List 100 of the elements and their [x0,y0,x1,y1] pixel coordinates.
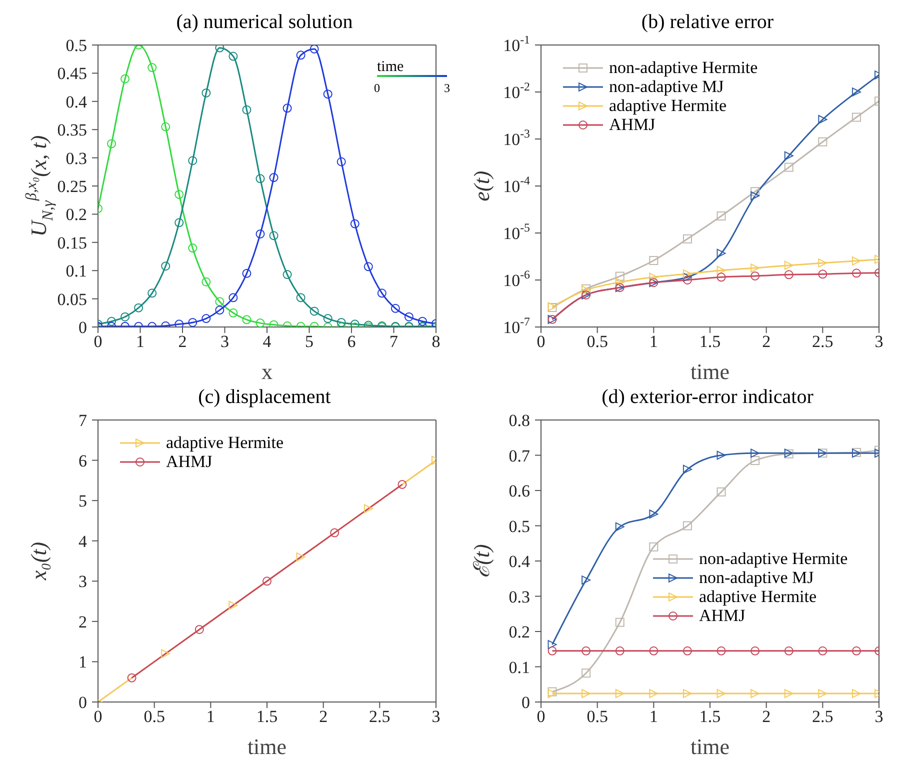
y-tick-label: 0.25 [57,177,87,196]
y-tick-label: 0.8 [508,411,530,430]
point [582,646,591,656]
point [418,316,427,326]
point [716,646,726,656]
x-tick-label: 2 [762,332,771,352]
point [215,306,224,315]
point [818,137,828,146]
x-tick-label: 1 [649,707,658,726]
y-tick-label: 0.2 [508,622,530,642]
x-tick-label: 8 [432,332,440,352]
point [228,52,238,61]
point [582,689,591,698]
point [852,88,861,96]
chart-title: (d) exterior-error indicator [600,385,814,410]
point [649,272,658,282]
point [215,45,224,52]
point [750,646,760,656]
x-tick-label: 0 [94,707,102,726]
point [582,576,591,585]
point [784,646,794,656]
x-tick-label: 0 [94,332,102,352]
point [310,306,319,316]
legend-label: non-adaptive Hermite [609,58,758,77]
point [716,248,726,258]
x-tick-label: 1 [136,332,144,352]
x-tick-label: 2.5 [369,707,390,726]
point [750,456,760,466]
point [398,480,407,489]
x-tick-label: 1 [649,332,658,352]
point [120,312,130,322]
point [615,618,624,627]
chart-title: (b) relative error [641,11,774,33]
point [818,646,828,656]
point [107,139,116,148]
y-tick-label: 6 [78,451,87,470]
y-tick-label: 1 [78,652,87,672]
y-tick-label: 0.35 [57,120,87,140]
point [330,528,340,538]
point [649,646,658,656]
point [262,576,272,586]
x-tick-label: 1.5 [699,707,721,726]
point [750,191,760,200]
y-tick-label: 0 [78,318,87,337]
x-tick-label: 1.5 [256,707,278,726]
point [242,268,252,278]
y-tick-label: 7 [78,411,88,430]
point [161,649,170,658]
point [649,689,658,698]
y-tick-label: 0.3 [508,587,530,606]
point [852,689,861,698]
point [818,270,828,279]
point [296,50,306,60]
point [269,173,278,182]
point [784,162,794,172]
x-tick-label: 2.5 [812,332,834,352]
point [127,673,136,682]
x-tick-label: 6 [347,332,356,352]
point [161,262,170,271]
y-tick-label: 0.1 [66,262,87,281]
x-tick-label: 5 [305,332,314,352]
y-tick-label: 10$^{-4}$ [503,173,530,196]
legend-label: adaptive Hermite [166,433,284,452]
x-axis-title: time [247,734,287,759]
point [750,271,760,280]
point [336,318,346,327]
point [134,303,144,312]
y-tick-label: 4 [78,532,88,551]
point [548,640,557,650]
y-tick-label: 0.15 [57,233,87,252]
x-tick-label: 0.5 [144,707,165,726]
point [784,270,794,280]
y-tick-label: 2 [78,612,87,632]
chart-title: (c) displacement [197,385,332,410]
point [750,264,760,272]
y-tick-label: 0 [522,693,530,712]
point [310,45,319,54]
y-axis-title: e(t) [469,170,494,202]
point [256,229,265,238]
y-axis-title: x₀(t) [26,542,51,582]
point [716,272,726,282]
point [615,272,624,281]
point [188,244,198,253]
x-tick-label: 1.5 [699,332,721,352]
point [682,521,692,530]
x-tick-label: 1 [206,707,215,726]
point [364,504,373,514]
point [350,219,360,228]
point [256,174,265,184]
point [174,320,184,327]
y-tick-label: 0.05 [57,290,87,309]
point [852,256,861,266]
point [120,74,130,84]
point [174,218,184,228]
y-tick-label: 0.6 [508,482,530,500]
point [296,552,306,562]
x-tick-label: 2 [319,707,328,726]
point [107,316,116,326]
legend-label: adaptive Hermite [699,587,817,606]
point [256,318,265,327]
